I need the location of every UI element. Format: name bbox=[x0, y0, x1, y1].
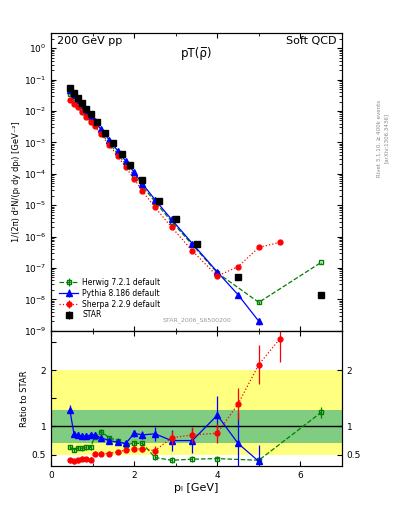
Legend: Herwig 7.2.1 default, Pythia 8.186 default, Sherpa 2.2.9 default, STAR: Herwig 7.2.1 default, Pythia 8.186 defau… bbox=[58, 276, 162, 321]
Text: [arXiv:1306.3436]: [arXiv:1306.3436] bbox=[384, 113, 388, 163]
Text: Soft QCD: Soft QCD bbox=[286, 36, 336, 46]
Y-axis label: 1/(2π) d²N/(pₗ dy dpₗ) [GeV⁻²]: 1/(2π) d²N/(pₗ dy dpₗ) [GeV⁻²] bbox=[12, 122, 21, 242]
Text: Rivet 3.1.10, ≥ 400k events: Rivet 3.1.10, ≥ 400k events bbox=[377, 100, 382, 177]
Text: STAR_2006_S6500200: STAR_2006_S6500200 bbox=[162, 317, 231, 323]
Y-axis label: Ratio to STAR: Ratio to STAR bbox=[20, 370, 29, 426]
Text: 200 GeV pp: 200 GeV pp bbox=[57, 36, 122, 46]
Text: pT(ρ̅): pT(ρ̅) bbox=[181, 47, 212, 60]
X-axis label: pₗ [GeV]: pₗ [GeV] bbox=[174, 482, 219, 493]
